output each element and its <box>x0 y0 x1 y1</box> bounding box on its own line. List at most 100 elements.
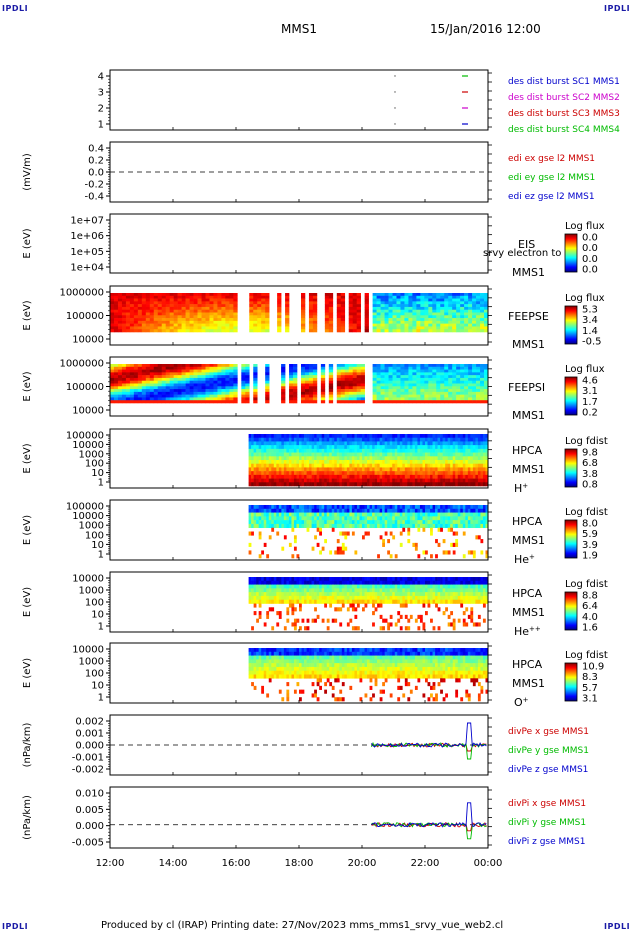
hpca_h-cell <box>309 448 312 453</box>
feepsi-cell <box>205 391 210 395</box>
hpca_hepp-cell <box>316 577 320 582</box>
feepse-cell <box>153 293 159 297</box>
hpca_hepp-cell <box>349 580 353 585</box>
hpca_hepp-cell <box>331 584 335 589</box>
feepse-cell <box>110 293 115 297</box>
feepse-cell <box>201 323 206 327</box>
hpca_h-cell <box>397 448 401 453</box>
feepsi-cell <box>133 380 139 384</box>
hpca_he-cell <box>248 512 252 517</box>
hpca_h-cell <box>251 478 254 483</box>
feepsi-cell <box>169 397 174 401</box>
feepsi-cell <box>125 366 131 370</box>
feepse-cell <box>193 293 198 297</box>
feepse-cell <box>137 323 143 327</box>
feepsi-cell <box>444 383 449 387</box>
hpca_h-cell <box>316 478 320 483</box>
feepse-cell <box>173 295 178 299</box>
feepse-cell <box>396 326 401 330</box>
hpca_he-cell <box>455 505 459 510</box>
hpca_he-cell <box>248 542 252 547</box>
feepsi-cell <box>440 383 445 387</box>
hpca_hepp-cell <box>296 588 300 593</box>
hpca_h-cell <box>306 460 310 465</box>
hpca_hepp-cell <box>301 618 305 623</box>
hpca_he-cell <box>480 520 484 525</box>
hpca_he-cell <box>404 516 408 521</box>
feepsi-cell <box>149 380 155 384</box>
hpca_h-cell <box>450 478 454 483</box>
hpca_hepp-cell <box>326 580 330 585</box>
hpca_hepp-cell <box>283 626 287 631</box>
hpca_h-cell <box>324 434 328 439</box>
hpca_hepp-cell <box>263 588 267 593</box>
feepse-cell <box>229 304 234 308</box>
hpca_hepp-cell <box>336 584 340 589</box>
hpca_h-cell <box>341 460 345 465</box>
hpca_hepp-cell <box>276 588 280 593</box>
hpca_he-cell <box>404 520 408 525</box>
feepsi-cell <box>177 389 182 393</box>
hpca_h-cell <box>440 471 443 476</box>
feepsi-cell <box>289 389 294 393</box>
hpca_h-cell <box>389 445 393 450</box>
hpca_he-cell <box>452 520 456 525</box>
feepse-cell <box>340 304 346 308</box>
feepsi-cell <box>372 386 377 390</box>
hpca_h-cell <box>311 445 315 450</box>
hpca_hepp-cell <box>324 592 328 597</box>
hpca_h-cell <box>457 482 461 487</box>
feepsi-cell <box>436 400 441 404</box>
feepsi-cell <box>289 380 294 384</box>
hpca_h-cell <box>354 478 358 483</box>
feepsi-cell <box>376 397 381 401</box>
feepse-cell <box>137 295 143 299</box>
hpca_hepp-cell <box>281 577 285 582</box>
feepsi-cell <box>428 375 433 379</box>
feepse-cell <box>129 320 135 324</box>
feepsi-cell <box>420 377 425 382</box>
feepse-cell <box>249 301 254 305</box>
hpca_h-cell <box>334 445 338 450</box>
feepse-cell <box>308 318 314 322</box>
feepsi-cell <box>293 369 298 373</box>
hpca_h-cell <box>419 445 423 450</box>
hpca_he-cell <box>319 520 322 525</box>
hpca_he-cell <box>414 508 418 513</box>
feepsi-cell <box>229 383 234 387</box>
feepsi-cell <box>356 383 361 387</box>
feepsi-cell <box>225 397 230 401</box>
hpca_h-cell <box>281 471 285 476</box>
hpca_hepp-cell <box>351 588 355 593</box>
feepsi-ytick-label: 10000 <box>72 406 104 417</box>
feepse-cell <box>137 309 143 313</box>
hpca_h-cell <box>324 445 328 450</box>
feepse-cell <box>169 295 174 299</box>
hpca_h-cell <box>485 445 489 450</box>
feepse-cell <box>484 293 489 297</box>
feepse-cell <box>165 323 170 327</box>
hpca_he-cell <box>288 512 292 517</box>
hpca_he-cell <box>485 550 489 555</box>
feepsi-cell <box>484 372 489 376</box>
hpca_h-cell <box>306 456 310 461</box>
feepse-cell <box>209 323 214 327</box>
feepse-cell <box>340 306 346 311</box>
hpca_he-cell <box>407 512 411 517</box>
feepsi-cell <box>137 391 143 395</box>
feepse-cell <box>308 329 314 333</box>
hpca_h-cell <box>422 471 426 476</box>
feepsi-cell <box>380 397 385 401</box>
hpca_h-cell <box>251 474 254 479</box>
feepsi-cell <box>444 364 449 368</box>
hpca_h-cell <box>445 437 448 442</box>
feepsi-cell <box>424 397 429 401</box>
hpca_h-cell <box>387 467 391 472</box>
hpca_h-cell <box>417 471 421 476</box>
hpca_h-cell <box>442 463 446 468</box>
feepsi-cell <box>165 391 170 395</box>
feepsi-cell <box>376 383 381 387</box>
hpca_h-cell <box>256 452 259 457</box>
feepsi-cell <box>229 369 234 373</box>
feepsi-cell <box>253 400 258 404</box>
